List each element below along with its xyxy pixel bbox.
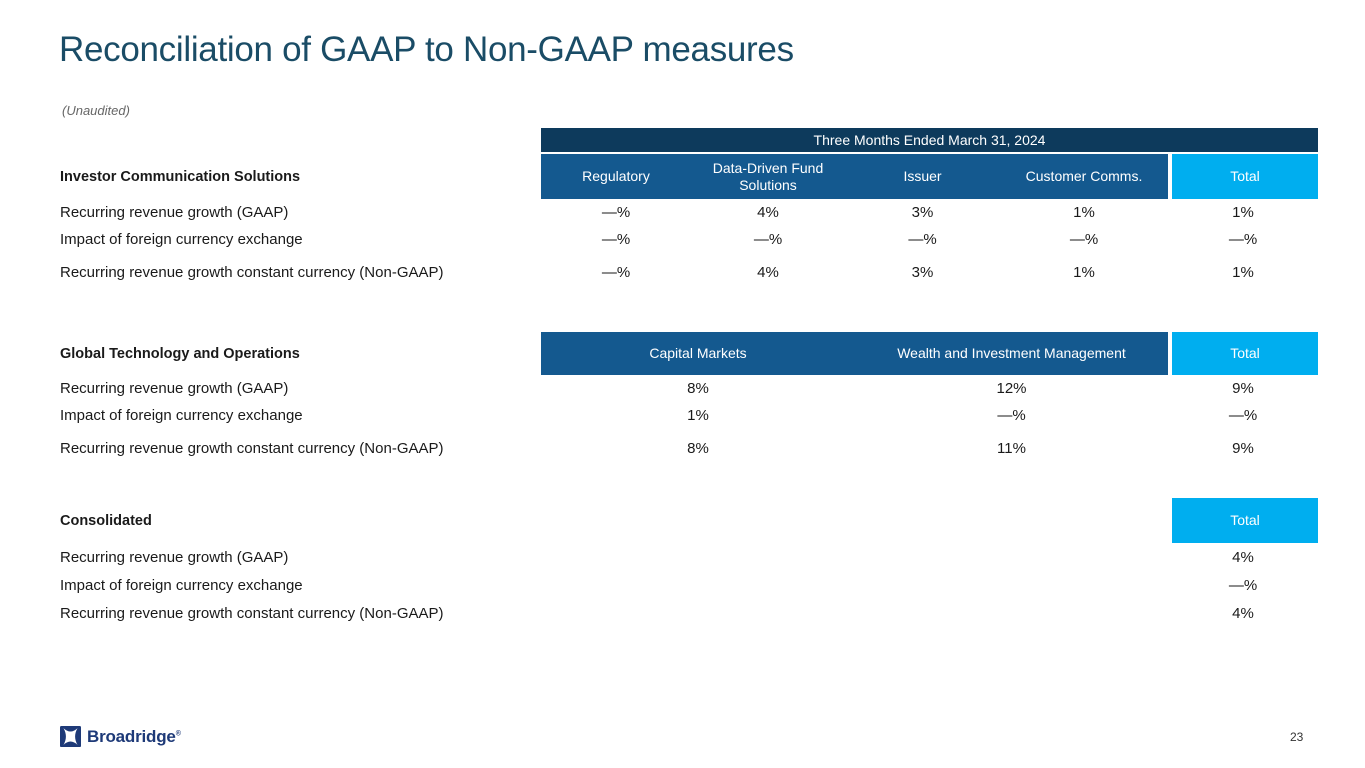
row-label: Recurring revenue growth (GAAP) <box>60 380 289 397</box>
cell-value: 1% <box>1073 204 1095 221</box>
cell-value: —% <box>1069 231 1099 248</box>
cell-value: —% <box>753 231 783 248</box>
table-row: Impact of foreign currency exchange —% <box>60 571 1318 599</box>
cell-value: —% <box>601 264 631 281</box>
column-header-capital-markets: Capital Markets <box>541 332 855 375</box>
table-row: Impact of foreign currency exchange 1% —… <box>60 402 1318 429</box>
column-header-regulatory: Regulatory <box>541 154 691 199</box>
table-consolidated: Consolidated Total Recurring revenue gro… <box>60 498 1318 627</box>
column-header-issuer: Issuer <box>845 154 1000 199</box>
cell-value: —% <box>601 204 631 221</box>
cell-value: 4% <box>1232 548 1254 566</box>
table-row: Recurring revenue growth constant curren… <box>60 435 1318 462</box>
cell-value: —% <box>908 231 937 248</box>
table-header-row: Investor Communication Solutions Regulat… <box>60 154 1318 199</box>
cell-value: —% <box>1228 576 1258 594</box>
unaudited-note: (Unaudited) <box>62 103 130 118</box>
cell-value: 1% <box>687 407 709 424</box>
row-label: Impact of foreign currency exchange <box>60 576 303 594</box>
section-title: Investor Communication Solutions <box>60 168 301 185</box>
cell-value: —% <box>1228 231 1258 248</box>
column-header-total: Total <box>1168 154 1318 199</box>
table-row: Recurring revenue growth constant curren… <box>60 259 1318 286</box>
section-title: Consolidated <box>60 512 152 529</box>
column-header-total: Total <box>1168 332 1318 375</box>
row-label: Impact of foreign currency exchange <box>60 231 303 248</box>
cell-value: 9% <box>1232 440 1254 457</box>
cell-value: 8% <box>687 380 709 397</box>
row-label: Recurring revenue growth constant curren… <box>60 440 444 457</box>
period-band-row: Three Months Ended March 31, 2024 <box>60 128 1318 154</box>
cell-value: 1% <box>1232 204 1254 221</box>
cell-value: 3% <box>911 264 934 281</box>
column-header-total: Total <box>1168 498 1318 543</box>
column-header-data-driven-fund-solutions: Data-Driven Fund Solutions <box>691 154 845 199</box>
cell-value: 4% <box>1232 604 1254 622</box>
table-row: Impact of foreign currency exchange —% —… <box>60 226 1318 253</box>
table-row: Recurring revenue growth (GAAP) 8% 12% 9… <box>60 375 1318 402</box>
page-title: Reconciliation of GAAP to Non-GAAP measu… <box>59 30 794 69</box>
section-title: Global Technology and Operations <box>60 345 300 362</box>
period-band-spacer <box>60 128 541 154</box>
table-row: Recurring revenue growth (GAAP) 4% <box>60 543 1318 571</box>
page-number: 23 <box>1290 730 1304 744</box>
cell-value: 4% <box>757 264 779 281</box>
row-label: Recurring revenue growth constant curren… <box>60 604 444 622</box>
cell-value: —% <box>601 231 631 248</box>
table-row: Recurring revenue growth constant curren… <box>60 599 1318 627</box>
column-header-wealth-and-investment-management: Wealth and Investment Management <box>855 332 1168 375</box>
broadridge-logo-icon <box>60 726 81 747</box>
table-header-row: Global Technology and Operations Capital… <box>60 332 1318 375</box>
cell-value: 1% <box>1232 264 1254 281</box>
row-label: Impact of foreign currency exchange <box>60 407 303 424</box>
cell-value: 9% <box>1232 380 1254 397</box>
table-header-row: Consolidated Total <box>60 498 1318 543</box>
cell-value: 8% <box>687 440 709 457</box>
cell-value: 11% <box>997 440 1026 457</box>
registered-mark: ® <box>175 729 181 737</box>
row-label: Recurring revenue growth (GAAP) <box>60 204 289 221</box>
broadridge-logo: Broadridge® <box>60 726 181 747</box>
cell-value: —% <box>1228 407 1258 424</box>
column-header-customer-comms: Customer Comms. <box>1000 154 1168 199</box>
cell-value: 1% <box>1073 264 1095 281</box>
logo-wordmark: Broadridge <box>87 726 176 746</box>
broadridge-logo-text: Broadridge® <box>87 727 181 747</box>
row-label: Recurring revenue growth constant curren… <box>60 264 444 281</box>
period-header: Three Months Ended March 31, 2024 <box>541 128 1318 154</box>
row-label: Recurring revenue growth (GAAP) <box>60 548 289 566</box>
table-row: Recurring revenue growth (GAAP) —% 4% 3%… <box>60 199 1318 226</box>
cell-value: 12% <box>996 380 1027 397</box>
table-investor-communication-solutions: Three Months Ended March 31, 2024 Invest… <box>60 128 1318 286</box>
cell-value: 3% <box>911 204 934 221</box>
table-global-technology-and-operations: Global Technology and Operations Capital… <box>60 332 1318 462</box>
cell-value: —% <box>997 407 1026 424</box>
cell-value: 4% <box>757 204 779 221</box>
